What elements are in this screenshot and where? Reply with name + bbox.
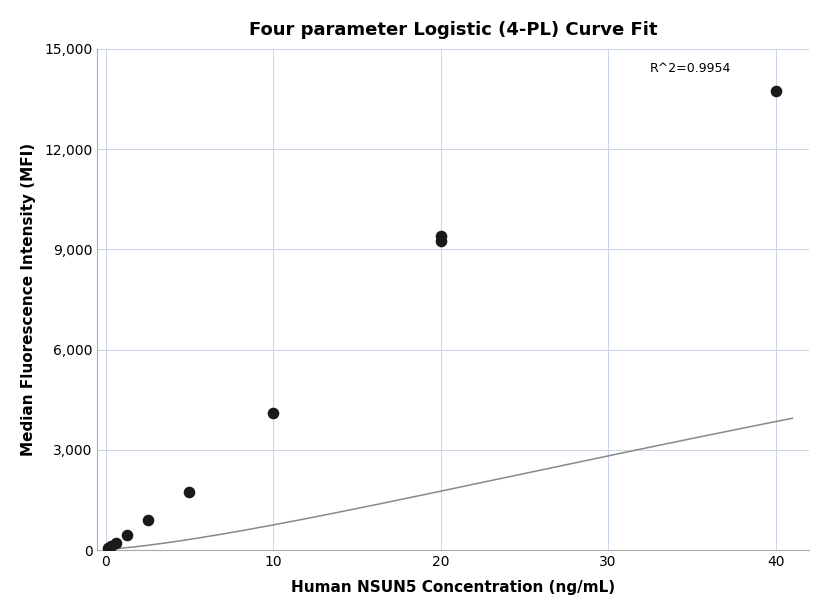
Point	[769, 86, 783, 95]
Point	[141, 515, 154, 525]
X-axis label: Human NSUN5 Concentration (ng/mL): Human NSUN5 Concentration (ng/mL)	[291, 580, 615, 595]
Point	[120, 530, 134, 540]
Point	[105, 541, 118, 551]
Text: R^2=0.9954: R^2=0.9954	[650, 62, 731, 75]
Point	[101, 543, 115, 553]
Point	[266, 408, 280, 418]
Title: Four parameter Logistic (4-PL) Curve Fit: Four parameter Logistic (4-PL) Curve Fit	[249, 21, 657, 39]
Point	[434, 231, 447, 241]
Point	[434, 236, 447, 246]
Point	[110, 538, 123, 548]
Y-axis label: Median Fluorescence Intensity (MFI): Median Fluorescence Intensity (MFI)	[21, 143, 36, 456]
Point	[183, 487, 196, 496]
